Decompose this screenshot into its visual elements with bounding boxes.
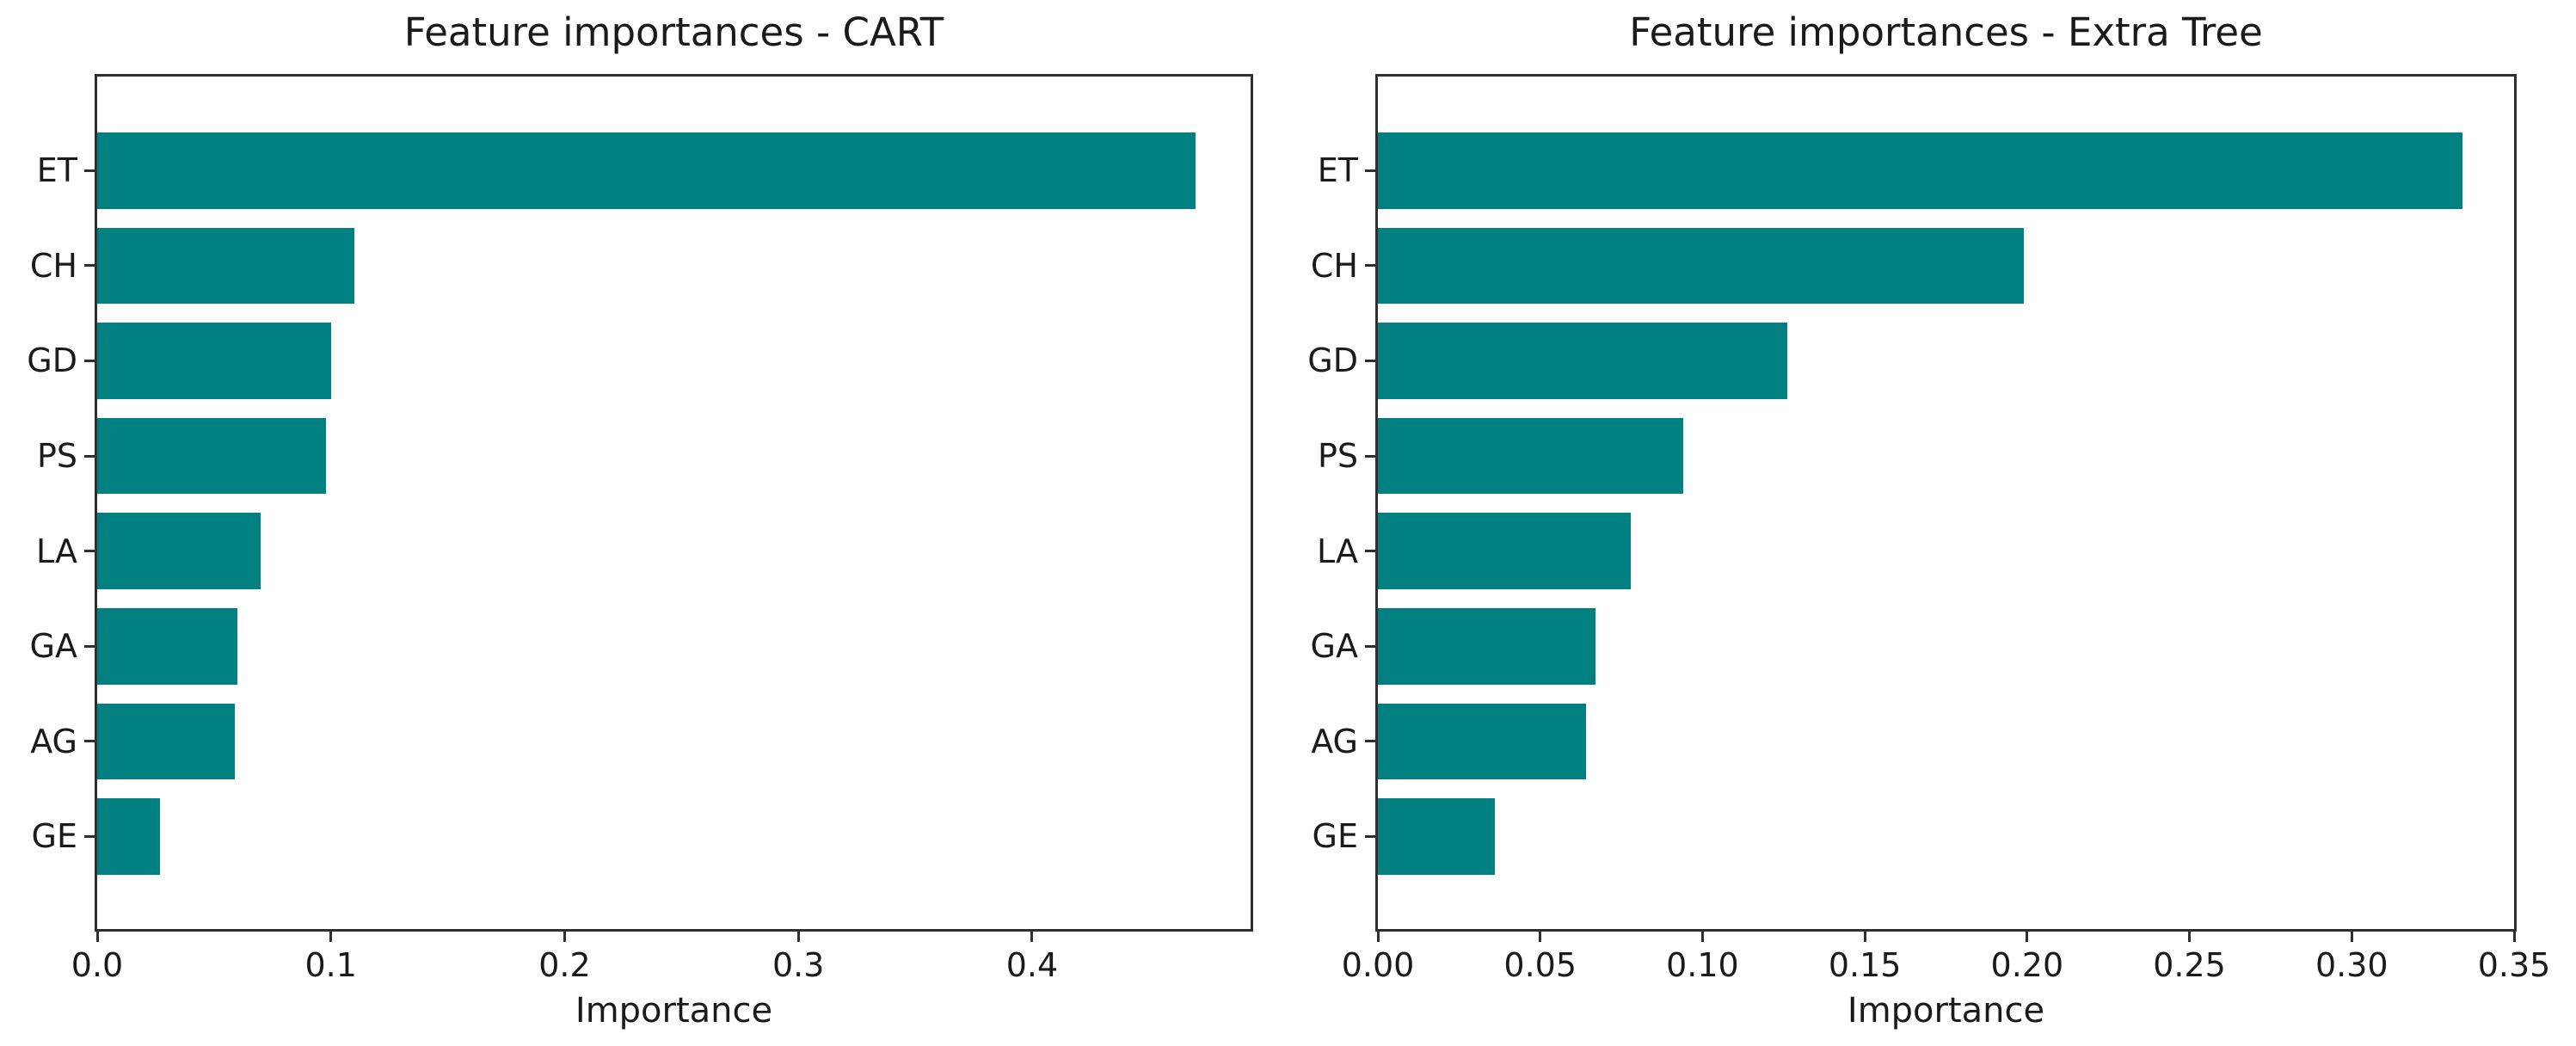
x-tick-mark <box>95 932 99 942</box>
x-tick-label: 0.10 <box>1666 946 1739 984</box>
y-tick-label-ge: GE <box>1312 817 1358 856</box>
bar-ga-cart <box>97 608 238 685</box>
x-tick-mark <box>2512 932 2516 942</box>
y-tick-mark <box>1365 740 1375 743</box>
x-tick-label: 0.20 <box>1990 946 2064 984</box>
x-tick-label: 0.00 <box>1341 946 1415 984</box>
bar-ch-extra-tree <box>1378 227 2025 305</box>
x-tick-mark <box>1539 932 1542 942</box>
bar-ch-cart <box>97 227 354 305</box>
y-tick-label-gd: GD <box>27 341 77 380</box>
y-tick-mark <box>84 169 95 172</box>
bar-et-cart <box>97 132 1196 209</box>
y-tick-label-ag: AG <box>1311 722 1358 760</box>
y-tick-mark <box>1365 264 1375 268</box>
x-tick-mark <box>2026 932 2029 942</box>
bar-ge-cart <box>97 798 161 875</box>
bar-ps-cart <box>97 417 327 495</box>
y-tick-mark <box>1365 169 1375 172</box>
y-tick-label-ga: GA <box>1310 627 1358 666</box>
x-tick-label: 0.4 <box>1005 946 1059 984</box>
x-axis-label-cart: Importance <box>575 991 773 1031</box>
y-tick-label-la: LA <box>35 532 77 570</box>
x-tick-label: 0.05 <box>1503 946 1577 984</box>
x-axis-label-extra-tree: Importance <box>1847 991 2045 1031</box>
y-tick-label-ga: GA <box>29 627 77 666</box>
y-tick-label-gd: GD <box>1307 341 1358 380</box>
bar-ag-extra-tree <box>1378 703 1586 780</box>
y-tick-mark <box>1365 834 1375 838</box>
y-tick-label-et: ET <box>36 151 77 190</box>
x-tick-mark <box>2188 932 2192 942</box>
bar-gd-cart <box>97 323 331 399</box>
y-tick-mark <box>1365 644 1375 648</box>
x-tick-label: 0.25 <box>2153 946 2226 984</box>
y-tick-mark <box>84 454 95 458</box>
y-tick-mark <box>1365 359 1375 362</box>
x-tick-label: 0.2 <box>538 946 591 984</box>
x-tick-mark <box>1700 932 1704 942</box>
y-tick-label-ge: GE <box>31 817 77 856</box>
y-tick-label-ch: CH <box>29 246 77 285</box>
bar-gd-extra-tree <box>1378 323 1787 399</box>
x-tick-label: 0.3 <box>772 946 825 984</box>
bar-et-extra-tree <box>1378 132 2462 209</box>
bar-ga-extra-tree <box>1378 608 1595 685</box>
x-tick-label: 0.15 <box>1828 946 1902 984</box>
y-tick-mark <box>84 834 95 838</box>
y-tick-mark <box>84 359 95 362</box>
y-tick-label-ag: AG <box>30 722 77 760</box>
x-tick-label: 0.35 <box>2477 946 2551 984</box>
y-tick-mark <box>1365 454 1375 458</box>
y-tick-label-la: LA <box>1316 532 1358 570</box>
plot-area-cart <box>95 74 1253 932</box>
y-tick-label-et: ET <box>1317 151 1358 190</box>
bar-ag-cart <box>97 703 236 780</box>
bar-la-extra-tree <box>1378 513 1632 589</box>
x-tick-mark <box>796 932 800 942</box>
y-tick-mark <box>1365 550 1375 553</box>
chart-title-extra-tree: Feature importances - Extra Tree <box>1629 9 2263 55</box>
y-tick-mark <box>84 550 95 553</box>
chart-title-cart: Feature importances - CART <box>403 9 944 55</box>
y-tick-label-ch: CH <box>1310 246 1358 285</box>
y-tick-mark <box>84 644 95 648</box>
plot-area-extra-tree <box>1375 74 2517 932</box>
y-tick-mark <box>84 740 95 743</box>
bar-ge-extra-tree <box>1378 798 1495 875</box>
x-tick-mark <box>563 932 566 942</box>
x-tick-mark <box>1030 932 1034 942</box>
x-tick-mark <box>1376 932 1380 942</box>
x-tick-label: 0.30 <box>2315 946 2388 984</box>
bar-ps-extra-tree <box>1378 417 1683 495</box>
bar-la-cart <box>97 513 261 589</box>
x-tick-mark <box>1863 932 1866 942</box>
x-tick-mark <box>2350 932 2353 942</box>
y-tick-label-ps: PS <box>36 437 77 476</box>
x-tick-mark <box>329 932 333 942</box>
x-tick-label: 0.1 <box>304 946 357 984</box>
y-tick-label-ps: PS <box>1317 437 1358 476</box>
x-tick-label: 0.0 <box>71 946 124 984</box>
y-tick-mark <box>84 264 95 268</box>
